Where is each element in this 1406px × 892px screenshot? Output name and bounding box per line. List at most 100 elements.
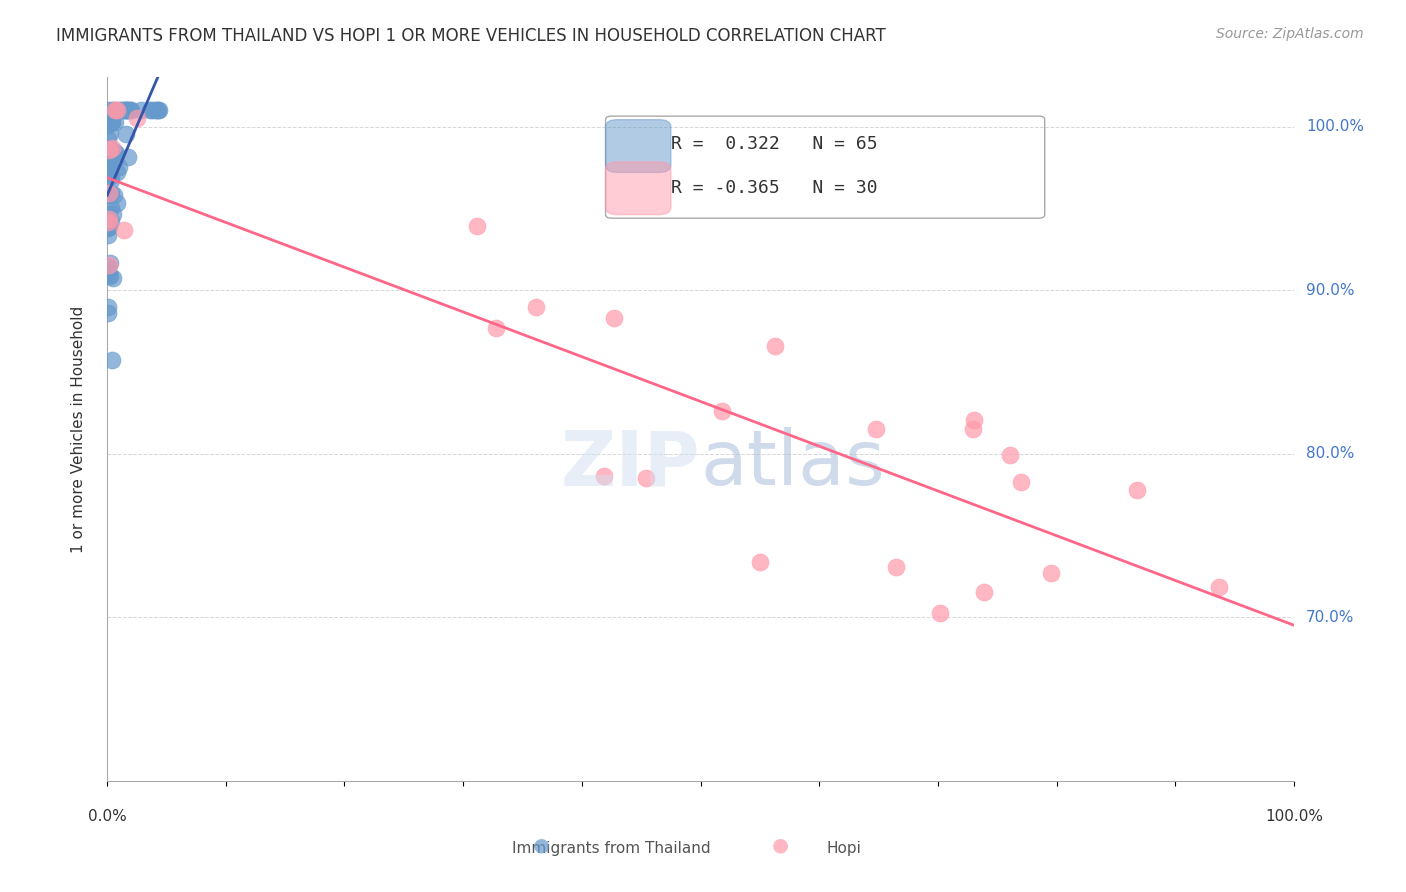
Text: atlas: atlas [700, 427, 886, 501]
Point [485, 321, 508, 335]
Point [100, 352, 122, 367]
Text: Immigrants from Thailand: Immigrants from Thailand [512, 841, 711, 856]
Point [602, 311, 624, 326]
Point [97, 214, 120, 228]
Point [98, 149, 121, 163]
Point [865, 422, 887, 436]
Point [98, 255, 121, 269]
Y-axis label: 1 or more Vehicles in Household: 1 or more Vehicles in Household [72, 306, 86, 553]
Point [763, 339, 786, 353]
FancyBboxPatch shape [606, 161, 671, 215]
Point [749, 555, 772, 569]
Point [97, 207, 120, 221]
Point [100, 172, 122, 186]
Point [101, 207, 124, 221]
Point [884, 560, 907, 574]
Point [98, 167, 121, 181]
Point [97, 149, 120, 163]
Point [929, 606, 952, 620]
Point [120, 103, 142, 118]
Point [101, 141, 124, 155]
Point [973, 585, 995, 599]
Point [97, 221, 120, 235]
Point [97, 219, 120, 234]
Point [1126, 483, 1149, 497]
Text: R = -0.365   N = 30: R = -0.365 N = 30 [671, 179, 877, 197]
Point [98, 143, 121, 157]
Point [97, 306, 120, 320]
Point [101, 114, 124, 128]
Point [97, 228, 120, 243]
Point [100, 126, 122, 140]
Point [105, 103, 128, 118]
Point [98, 268, 121, 283]
Text: ZIP: ZIP [561, 427, 700, 501]
Point [107, 103, 129, 118]
Point [115, 127, 138, 141]
Point [141, 103, 163, 118]
Point [97, 260, 120, 274]
Point [963, 413, 986, 427]
Point [110, 103, 132, 118]
Text: 90.0%: 90.0% [1306, 283, 1354, 298]
Point [145, 103, 167, 118]
Point [146, 103, 169, 118]
Point [117, 103, 139, 118]
Point [100, 201, 122, 215]
Point [146, 103, 169, 118]
Point [100, 169, 122, 183]
Point [114, 103, 136, 118]
Point [108, 160, 131, 174]
Point [104, 103, 127, 118]
Point [97, 159, 120, 173]
Text: 0.0%: 0.0% [87, 809, 127, 824]
Point [103, 103, 125, 118]
Text: Hopi: Hopi [827, 841, 860, 856]
Point [127, 112, 149, 126]
Point [1010, 475, 1032, 489]
Point [148, 103, 170, 118]
Point [100, 186, 122, 201]
Point [98, 268, 121, 282]
Text: ●: ● [533, 836, 550, 855]
Point [101, 103, 124, 118]
Point [117, 150, 139, 164]
Point [97, 188, 120, 202]
Point [97, 185, 120, 199]
Point [105, 164, 128, 178]
Point [104, 115, 127, 129]
Point [97, 265, 120, 279]
Text: R =  0.322   N = 65: R = 0.322 N = 65 [671, 136, 877, 153]
Point [524, 300, 547, 314]
Text: IMMIGRANTS FROM THAILAND VS HOPI 1 OR MORE VEHICLES IN HOUSEHOLD CORRELATION CHA: IMMIGRANTS FROM THAILAND VS HOPI 1 OR MO… [56, 27, 886, 45]
Point [634, 471, 657, 485]
Point [98, 212, 121, 227]
Point [962, 422, 984, 436]
Point [97, 153, 120, 168]
Point [97, 300, 120, 314]
Point [98, 186, 121, 200]
Point [97, 118, 120, 132]
Point [104, 152, 127, 166]
Point [101, 115, 124, 129]
Point [105, 195, 128, 210]
Text: 80.0%: 80.0% [1306, 446, 1354, 461]
Point [711, 404, 734, 418]
Point [465, 219, 488, 234]
Text: 70.0%: 70.0% [1306, 610, 1354, 625]
Point [98, 103, 121, 118]
Point [115, 103, 138, 118]
Point [112, 223, 135, 237]
Point [105, 146, 128, 161]
Point [103, 145, 125, 159]
Text: 100.0%: 100.0% [1265, 809, 1323, 824]
Point [98, 258, 121, 272]
Text: 100.0%: 100.0% [1306, 119, 1364, 134]
Point [998, 448, 1021, 462]
Point [118, 103, 141, 118]
Point [101, 271, 124, 285]
FancyBboxPatch shape [606, 120, 671, 172]
Point [1208, 580, 1230, 594]
Text: ●: ● [772, 836, 789, 855]
Point [97, 132, 120, 146]
